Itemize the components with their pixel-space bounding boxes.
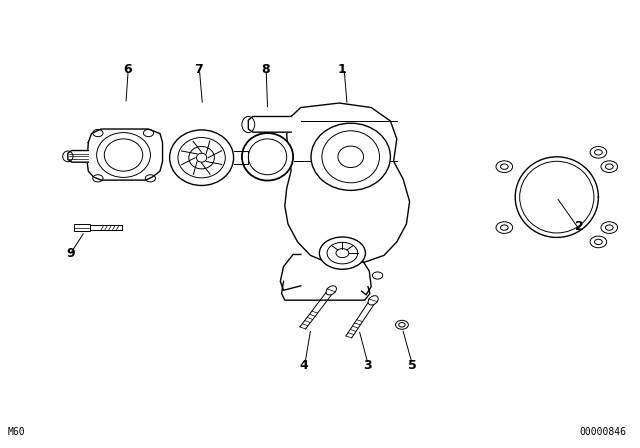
Circle shape [496, 161, 513, 172]
Ellipse shape [242, 133, 293, 181]
Ellipse shape [326, 286, 337, 295]
Text: 4: 4 [300, 358, 308, 372]
Polygon shape [68, 151, 88, 162]
Bar [74, 224, 90, 231]
Ellipse shape [368, 296, 378, 305]
Polygon shape [248, 116, 291, 132]
Text: 5: 5 [408, 358, 417, 372]
Circle shape [496, 222, 513, 233]
Circle shape [601, 161, 618, 172]
Text: 9: 9 [66, 246, 75, 260]
Text: 1: 1 [338, 63, 347, 76]
Ellipse shape [319, 237, 365, 269]
Ellipse shape [170, 130, 234, 185]
Text: 00000846: 00000846 [579, 427, 626, 437]
Text: 3: 3 [364, 358, 372, 372]
Text: 6: 6 [124, 63, 132, 76]
Text: 7: 7 [194, 63, 203, 76]
Ellipse shape [311, 123, 390, 190]
Circle shape [590, 236, 607, 248]
Ellipse shape [372, 272, 383, 279]
Circle shape [590, 146, 607, 158]
Text: M60: M60 [8, 427, 26, 437]
Circle shape [601, 222, 618, 233]
Ellipse shape [396, 320, 408, 329]
Polygon shape [515, 157, 598, 237]
Polygon shape [87, 129, 163, 180]
Polygon shape [285, 103, 410, 264]
Text: 2: 2 [575, 220, 584, 233]
Text: 8: 8 [261, 63, 270, 76]
